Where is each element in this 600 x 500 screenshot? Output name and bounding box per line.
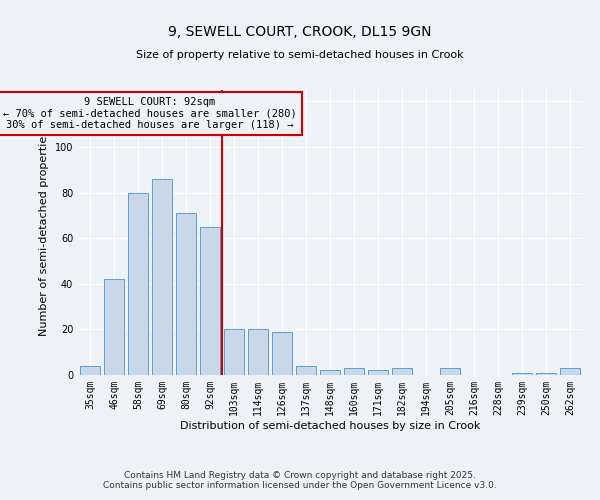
Bar — [272, 332, 292, 375]
Bar — [104, 279, 124, 375]
Bar — [368, 370, 388, 375]
X-axis label: Distribution of semi-detached houses by size in Crook: Distribution of semi-detached houses by … — [180, 420, 480, 430]
Bar — [224, 330, 244, 375]
Bar — [152, 179, 172, 375]
Bar — [512, 372, 532, 375]
Bar — [80, 366, 100, 375]
Text: Contains HM Land Registry data © Crown copyright and database right 2025.
Contai: Contains HM Land Registry data © Crown c… — [103, 470, 497, 490]
Bar — [320, 370, 340, 375]
Bar — [296, 366, 316, 375]
Text: 9 SEWELL COURT: 92sqm
← 70% of semi-detached houses are smaller (280)
30% of sem: 9 SEWELL COURT: 92sqm ← 70% of semi-deta… — [3, 97, 297, 130]
Text: Size of property relative to semi-detached houses in Crook: Size of property relative to semi-detach… — [136, 50, 464, 60]
Bar — [560, 368, 580, 375]
Bar — [128, 192, 148, 375]
Text: 9, SEWELL COURT, CROOK, DL15 9GN: 9, SEWELL COURT, CROOK, DL15 9GN — [168, 25, 432, 39]
Bar — [248, 330, 268, 375]
Bar — [200, 227, 220, 375]
Bar — [536, 372, 556, 375]
Y-axis label: Number of semi-detached properties: Number of semi-detached properties — [39, 130, 49, 336]
Bar — [440, 368, 460, 375]
Bar — [176, 213, 196, 375]
Bar — [392, 368, 412, 375]
Bar — [344, 368, 364, 375]
